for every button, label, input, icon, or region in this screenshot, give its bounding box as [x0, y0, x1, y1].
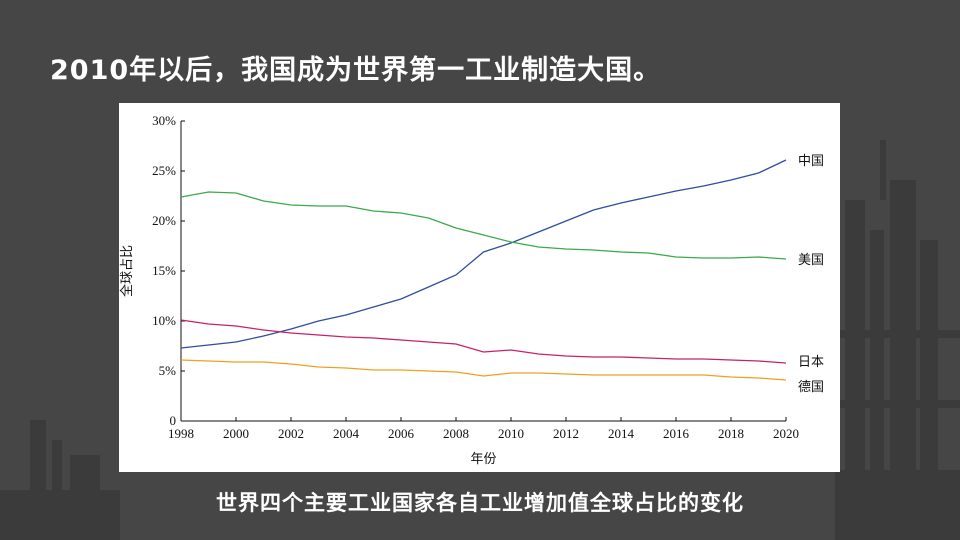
x-tick-label: 2006 — [388, 426, 415, 441]
series-label-2: 日本 — [798, 355, 824, 370]
series-line-2 — [180, 319, 787, 364]
y-tick-label: 30% — [152, 113, 176, 128]
x-tick-label: 2004 — [333, 426, 360, 441]
x-tick-label: 2020 — [773, 426, 799, 441]
y-axis-ticks: 0 5% 10% 15% 20% 25% 30% — [152, 113, 185, 428]
y-tick-label: 10% — [152, 313, 176, 328]
x-axis-ticks: 1998 2000 2002 2004 2006 2008 2010 2012 2014 2016… — [168, 417, 799, 441]
y-tick-label: 15% — [152, 263, 176, 278]
x-tick-label: 1998 — [168, 426, 194, 441]
y-axis-title: 全球占比 — [119, 245, 135, 297]
y-tick-label: 0 — [170, 413, 177, 428]
x-tick-label: 2016 — [663, 426, 690, 441]
x-axis-title: 年份 — [470, 452, 496, 467]
line-chart: 0 5% 10% 15% 20% 25% 30% 1998 2000 2002 2004 2006 2… — [119, 113, 824, 467]
chart-caption: 世界四个主要工业国家各自工业增加值全球占比的变化 — [216, 490, 744, 515]
x-tick-label: 2012 — [553, 426, 579, 441]
series-line-0 — [180, 159, 787, 349]
series-lines — [180, 159, 787, 381]
series-line-3 — [180, 359, 787, 381]
series-label-1: 美国 — [798, 253, 824, 268]
y-tick-label: 20% — [152, 213, 176, 228]
x-tick-label: 2010 — [498, 426, 524, 441]
series-line-1 — [180, 191, 787, 260]
x-tick-label: 2008 — [443, 426, 469, 441]
x-tick-label: 2000 — [223, 426, 249, 441]
x-tick-label: 2002 — [278, 426, 304, 441]
y-tick-label: 5% — [159, 363, 177, 378]
x-tick-label: 2014 — [608, 426, 635, 441]
chart-panel: 0 5% 10% 15% 20% 25% 30% 1998 2000 2002 2004 2006 2… — [119, 103, 840, 472]
slide-title: 2010年以后，我国成为世界第一工业制造大国。 — [50, 55, 662, 86]
series-label-0: 中国 — [798, 154, 824, 169]
series-label-3: 德国 — [798, 380, 824, 395]
x-tick-label: 2018 — [718, 426, 744, 441]
y-tick-label: 25% — [152, 163, 176, 178]
